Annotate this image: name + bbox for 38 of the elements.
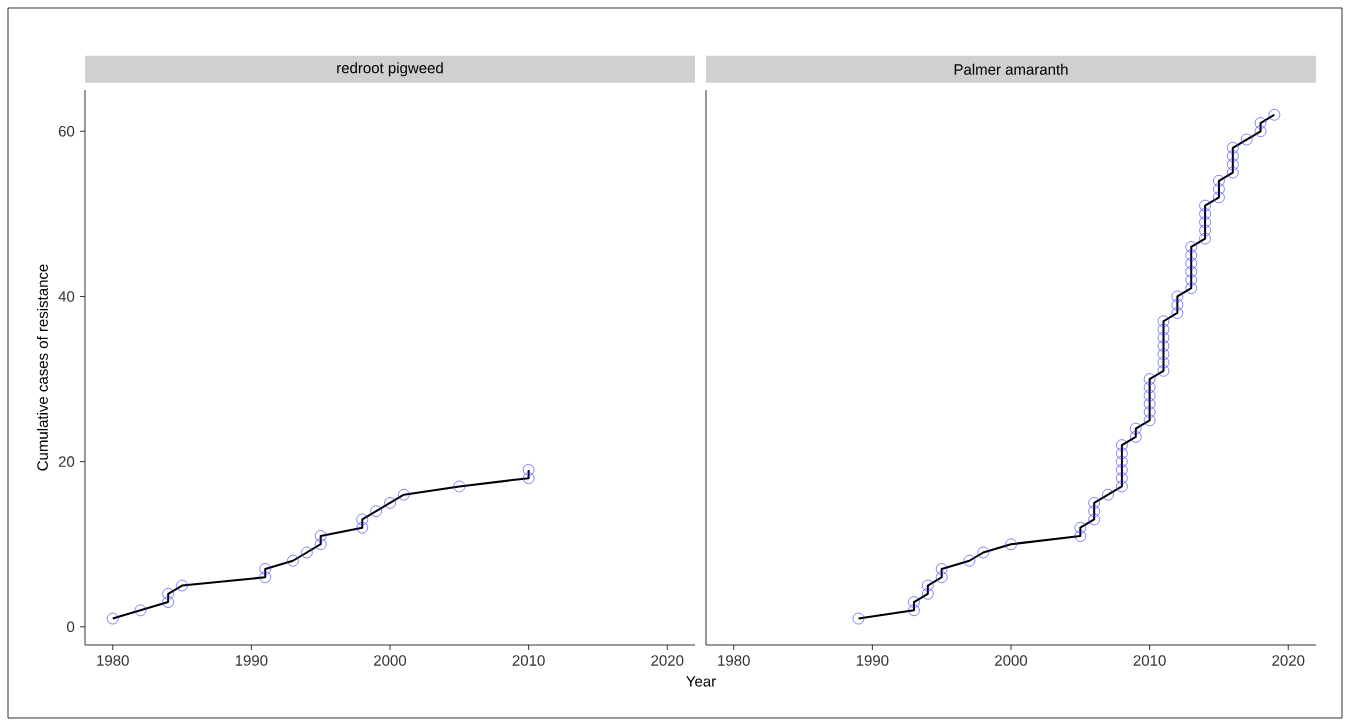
line-series — [111, 468, 530, 620]
x-tick-label: 1980 — [97, 655, 129, 666]
y-axis-title: Cumulative cases of resistance — [36, 264, 48, 471]
x-tick-label: 2000 — [995, 655, 1028, 666]
point — [259, 571, 272, 584]
point — [356, 513, 369, 526]
point — [522, 464, 535, 476]
point — [287, 554, 299, 567]
x-tick-label: 2010 — [512, 655, 545, 666]
point — [259, 563, 272, 575]
x-axis-title: Year — [686, 676, 716, 687]
x-tick-label: 2010 — [1133, 655, 1166, 666]
point — [453, 480, 466, 493]
y-tick-label: 40 — [58, 291, 75, 302]
y-tick-label: 60 — [58, 125, 75, 137]
point — [301, 546, 313, 559]
x-tick-label: 1980 — [718, 655, 750, 666]
point — [384, 497, 396, 509]
point — [522, 472, 535, 484]
point — [176, 579, 188, 592]
y-tick-label: 0 — [67, 621, 75, 633]
point — [134, 604, 147, 617]
point — [106, 612, 119, 625]
y-tick-label: 20 — [58, 456, 75, 467]
x-tick-label: 2020 — [1272, 655, 1305, 666]
x-tick-label: 1990 — [235, 655, 268, 666]
point — [162, 596, 174, 608]
x-tick-label: 1990 — [856, 655, 889, 666]
x-tick-label: 2000 — [374, 655, 407, 666]
chart-title: Palmer amaranth — [954, 63, 1068, 75]
point — [162, 587, 174, 600]
point — [370, 505, 382, 517]
chart-title: redroot pigweed — [337, 62, 443, 77]
point — [398, 488, 410, 501]
point — [314, 538, 327, 551]
point — [356, 521, 369, 534]
x-tick-label: 2020 — [651, 655, 684, 666]
point — [314, 530, 327, 542]
